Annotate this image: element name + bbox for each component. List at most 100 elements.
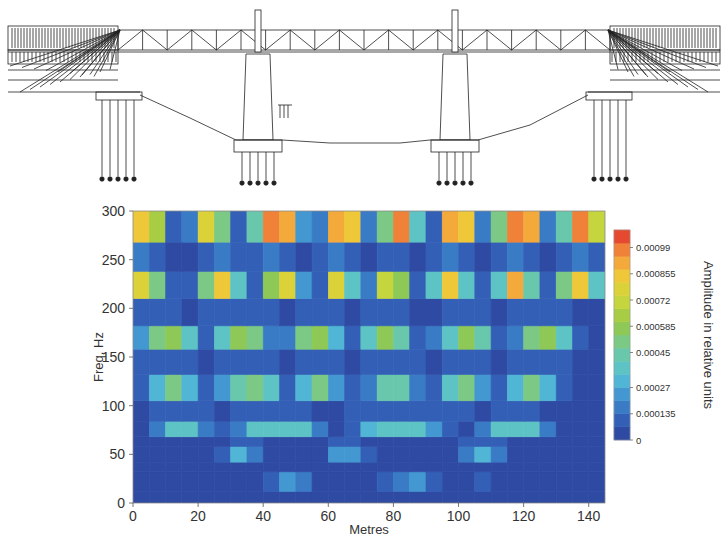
colorbar-tick [630,352,633,353]
y-tick [129,211,133,212]
heatmap-cell [247,326,263,349]
heatmap-cell [393,421,409,437]
heatmap-cell [442,421,458,437]
heatmap-cell [198,437,214,447]
heatmap-cell [540,299,556,326]
heatmap-cell [166,462,182,472]
cable [58,30,120,72]
heatmap-cell [198,326,214,349]
pile-foot [592,177,596,181]
heatmap-cell [475,437,491,447]
heatmap-cell [377,271,393,298]
truss-vertical [142,30,143,50]
cable [608,30,694,69]
heatmap-cell [442,271,458,298]
heatmap-cell [426,375,442,401]
y-tick [129,259,133,260]
heatmap-cell [361,326,377,349]
heatmap-cell [442,349,458,374]
marker-line [280,105,281,118]
x-axis-title: Metres [349,522,389,537]
heatmap-cell [524,437,540,447]
truss-diagonal [241,30,266,50]
heatmap-cell [491,242,507,271]
heatmap-cell [231,437,247,447]
cable [82,30,120,75]
heatmap-cell [410,211,426,242]
x-tick-label: 140 [577,508,601,524]
heatmap-cell [328,447,344,463]
pier [440,54,470,140]
heatmap-cell [296,349,312,374]
heatmap-cell [491,271,507,298]
heatmap-cell [279,349,295,374]
pile [455,152,456,180]
truss-diagonal [585,30,610,50]
truss-vertical [118,30,119,50]
heatmap-cell [459,349,475,374]
heatmap-cell [312,491,328,503]
heatmap-cell [475,401,491,421]
colorbar-tick [630,300,633,301]
heatmap-cell [410,421,426,437]
heatmap-cell [133,375,149,401]
heatmap-cell [263,421,279,437]
heatmap-cell [214,447,230,463]
abutment-hatch [42,28,43,48]
heatmap-cell [361,242,377,271]
abutment-hatch [84,28,85,48]
cable [608,30,658,80]
heatmap-cell [442,437,458,447]
heatmap-cell [491,401,507,421]
colorbar-tick-label: 0.00099 [636,242,670,253]
heatmap-cell [214,472,230,491]
colorbar-tick [630,247,633,248]
abutment-hatch [108,52,109,62]
x-tick [393,503,394,507]
pile [602,100,603,176]
abutment-hatch [16,52,17,62]
heatmap-cell [442,401,458,421]
heatmap-cell [507,491,523,503]
heatmap-cell [166,211,182,242]
heatmap-cell [279,326,295,349]
heatmap-cell [524,375,540,401]
y-axis-title: Freq, Hz [91,332,106,382]
heatmap-cell [263,437,279,447]
figure: 020406080100120140050100150200250300Metr… [0,0,728,539]
pile-foot [264,181,268,185]
pile [447,152,448,180]
heatmap-cell [182,299,198,326]
heatmap-cell [410,271,426,298]
colorbar-tick [630,413,633,414]
truss-diagonal [143,30,168,50]
heatmap-cell [361,375,377,401]
truss-diagonal [561,30,586,50]
heatmap-cell [475,491,491,503]
x-tick-label: 40 [255,508,271,524]
heatmap-cell [328,211,344,242]
heatmap-cell [589,421,605,437]
colorbar-step [614,427,630,440]
heatmap-cell [182,472,198,491]
heatmap-cell [345,299,361,326]
heatmap-cell [572,491,588,503]
truss-vertical [191,30,192,50]
truss-diagonal [413,30,438,50]
heatmap-cell [231,211,247,242]
heatmap-cell [524,242,540,271]
heatmap-cell [426,271,442,298]
heatmap-cell [361,447,377,463]
heatmap-cell [214,326,230,349]
heatmap-cell [540,242,556,271]
heatmap-cell [507,349,523,374]
heatmap-cell [166,242,182,271]
truss-diagonal [462,30,487,50]
heatmap-cell [459,472,475,491]
heatmap-cell [361,299,377,326]
heatmap-cell [149,421,165,437]
heatmap-cell [214,349,230,374]
truss-vertical [536,30,537,50]
abutment-hatch [716,28,717,48]
heatmap-cell [231,401,247,421]
